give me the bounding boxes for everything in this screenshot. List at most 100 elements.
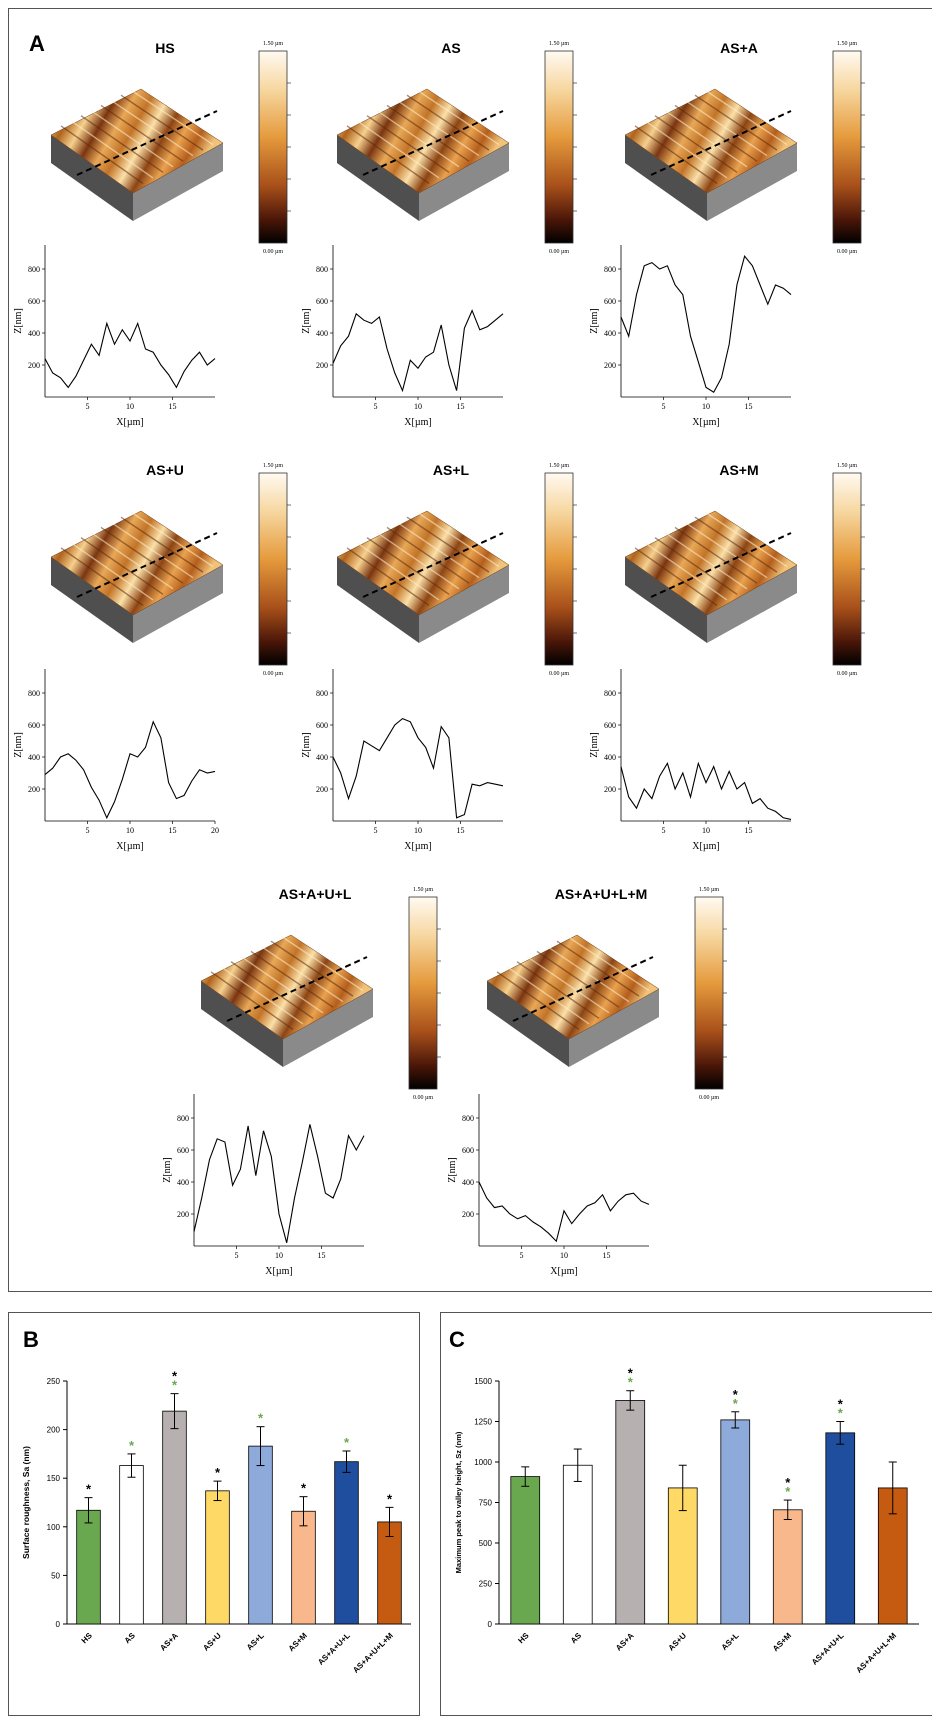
surface-side-left [625,135,707,221]
panel-c: C 0 250 500 750 1000 1250 1500 Maximum peak to … [440,1312,932,1716]
category-label: AS+M [287,1631,309,1653]
significance-marker: * [258,1411,264,1426]
colorbar [832,472,862,666]
y-tick-label: 0 [488,1620,493,1629]
profile-ytick-label: 200 [316,785,328,794]
colorbar-min-label: 0.00 µm [549,249,569,255]
profile-ytick-label: 800 [316,265,328,274]
surface-side-left [337,135,419,221]
significance-marker: * [838,1397,844,1412]
surface-ridge [556,940,640,997]
profile-cut-line [76,532,218,598]
category-label: AS+M [771,1631,793,1653]
profile-xlabel: X[µm] [692,841,719,852]
colorbar-max-label: 1.50 µm [699,887,719,893]
profile-ytick-label: 400 [316,329,328,338]
profile-xtick-label: 15 [603,1251,611,1260]
profile-ytick-label: 600 [604,721,616,730]
colorbar-max-label: 1.50 µm [549,41,569,47]
surface-ridge [644,542,728,601]
profile-xtick-label: 5 [374,826,378,835]
surface-side-right [707,143,797,221]
surface-ridge [396,521,480,579]
panel-b-letter: B [23,1327,39,1352]
profile-xtick-label: 15 [169,402,177,411]
surface-ridge [664,531,748,590]
surface-ridge [356,120,440,179]
profile-xtick-label: 5 [520,1251,524,1260]
surface-ridge [416,89,500,146]
category-label: AS+A+U+L [316,1631,352,1667]
height-profile-line [44,321,216,389]
surface-ridge [100,526,184,584]
significance-marker: * [733,1396,739,1411]
afm-surface [624,510,798,616]
profile-ytick-label: 200 [28,785,40,794]
profile-ytick-label: 200 [316,361,328,370]
bar [615,1400,646,1625]
height-profile-line [44,720,216,820]
surface-ridge [526,955,610,1014]
bar [76,1509,101,1625]
afm-surface [336,88,510,194]
bar [119,1465,144,1625]
surface-ridge [366,537,450,595]
afm-figure: HS 1.50 µm 0.00 µm 200 400 600 800 5 10 15 X[µm] Z[… [13,40,865,1277]
colorbar-min-label: 0.00 µm [699,1095,719,1101]
surface-ridge [250,950,334,1008]
surface-ridge [210,971,294,1031]
surface-side-right [283,989,373,1067]
afm-surface [200,934,374,1040]
category-label: AS+U [201,1631,223,1653]
profile-xtick-label: 10 [126,402,134,411]
profile-ytick-label: 600 [316,297,328,306]
surface-ridge [90,109,174,168]
surface-ridge [376,531,460,590]
surface-ridge [674,526,758,584]
profile-xlabel: X[µm] [550,1266,577,1277]
profile-ytick-label: 600 [177,1146,189,1155]
profile-ytick-label: 600 [462,1146,474,1155]
sample-title: AS+A+U+L [279,886,352,902]
y-axis-label: Maximum peak to valley height, Sz (nm) [454,1431,463,1573]
y-axis-label: Surface roughness, Sa (nm) [21,1446,31,1559]
surface-ridge [634,125,718,185]
profile-cut-line [650,110,792,176]
profile-cut-line [650,532,792,598]
profile-cut-line [76,110,218,176]
surface-ridge [634,547,718,607]
panel-a-letter: A [29,31,45,56]
significance-marker: * [628,1375,634,1390]
surface-ridge [100,104,184,162]
category-label: AS+A [158,1631,180,1653]
surface-ridge [60,125,144,185]
profile-plot: 200 400 600 800 5 10 15 X[µm] Z[nm] [301,669,504,852]
surface-ridge [654,115,738,173]
surface-ridge [694,94,778,151]
afm-surface [624,88,798,194]
surface-side-right [419,565,509,643]
category-label: AS+A+U+L [810,1631,846,1667]
category-label: AS+A+U+L+M [351,1631,395,1675]
profile-ytick-label: 400 [28,329,40,338]
sample-title: AS+A [720,40,758,56]
surface-side-right [133,143,223,221]
profile-xtick-label: 20 [211,826,219,835]
sample-block-7: AS+A+U+L 1.50 µm 0.00 µm 200 400 600 800 5 10 15 X… [162,886,441,1277]
colorbar-min-label: 0.00 µm [837,671,857,677]
colorbar [544,50,574,244]
surface-ridge [130,89,214,146]
profile-ytick-label: 600 [28,297,40,306]
profile-xtick-label: 5 [86,826,90,835]
profile-plot: 200 400 600 800 5 10 15 X[µm] Z[nm] [13,245,216,428]
y-tick-label: 1000 [474,1458,492,1467]
colorbar [408,896,438,1090]
surface-side-right [569,989,659,1067]
profile-ytick-label: 800 [604,265,616,274]
surface-ridge [516,961,600,1019]
y-tick-label: 200 [47,1426,61,1435]
profile-ytick-label: 600 [316,721,328,730]
profile-xtick-label: 10 [560,1251,568,1260]
height-profile-line [478,1181,650,1243]
profile-ytick-label: 200 [28,361,40,370]
